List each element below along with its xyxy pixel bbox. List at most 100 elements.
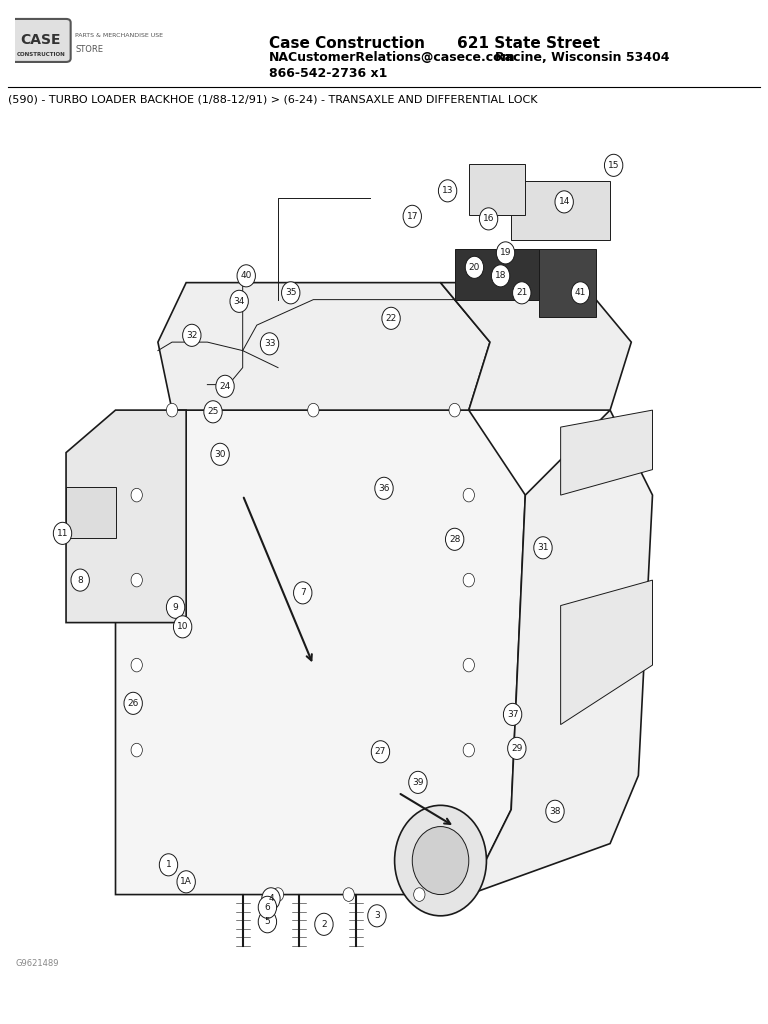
Text: Case Construction: Case Construction: [269, 36, 425, 51]
Circle shape: [53, 522, 71, 545]
Text: 15: 15: [608, 161, 619, 170]
Text: STORE: STORE: [75, 45, 103, 54]
Text: 2: 2: [321, 920, 326, 929]
Circle shape: [159, 854, 177, 876]
Circle shape: [465, 256, 484, 279]
Circle shape: [463, 573, 475, 587]
Text: 16: 16: [483, 214, 495, 223]
Circle shape: [131, 658, 142, 672]
Circle shape: [395, 805, 486, 915]
Circle shape: [546, 800, 564, 822]
Circle shape: [503, 703, 521, 725]
Text: CASE: CASE: [21, 34, 61, 47]
Text: 22: 22: [386, 313, 397, 323]
Text: 39: 39: [412, 778, 424, 786]
Text: 1A: 1A: [180, 878, 192, 887]
Circle shape: [479, 208, 498, 230]
FancyBboxPatch shape: [11, 18, 71, 61]
Circle shape: [496, 242, 515, 264]
Circle shape: [512, 282, 531, 304]
Circle shape: [571, 282, 590, 304]
Text: 36: 36: [379, 483, 389, 493]
Text: 29: 29: [511, 743, 522, 753]
Text: 38: 38: [549, 807, 561, 816]
Circle shape: [315, 913, 333, 935]
Circle shape: [273, 888, 283, 901]
Circle shape: [237, 265, 256, 287]
Polygon shape: [468, 411, 653, 895]
Circle shape: [293, 582, 312, 604]
Polygon shape: [66, 411, 186, 623]
Text: 19: 19: [500, 249, 511, 257]
Circle shape: [403, 205, 422, 227]
Circle shape: [368, 905, 386, 927]
Circle shape: [131, 488, 142, 502]
Text: 6: 6: [264, 903, 270, 911]
Text: 27: 27: [375, 748, 386, 757]
Text: 25: 25: [207, 408, 219, 417]
Text: 18: 18: [495, 271, 506, 281]
Text: 7: 7: [300, 589, 306, 597]
Text: 9: 9: [173, 603, 178, 611]
Text: 1: 1: [166, 860, 171, 869]
Text: PARTS & MERCHANDISE USE: PARTS & MERCHANDISE USE: [75, 33, 164, 38]
Circle shape: [174, 615, 192, 638]
Text: 17: 17: [406, 212, 418, 221]
Text: 37: 37: [507, 710, 518, 719]
Circle shape: [230, 290, 248, 312]
Circle shape: [604, 155, 623, 176]
Polygon shape: [561, 411, 653, 496]
Circle shape: [449, 403, 460, 417]
Text: 5: 5: [264, 918, 270, 927]
Circle shape: [167, 403, 177, 417]
Text: G9621489: G9621489: [15, 958, 59, 968]
Text: 14: 14: [558, 198, 570, 207]
Text: 26: 26: [127, 698, 139, 708]
Text: 11: 11: [57, 528, 68, 538]
Circle shape: [439, 180, 457, 202]
Circle shape: [183, 325, 201, 346]
Text: 21: 21: [516, 289, 528, 297]
Circle shape: [211, 443, 230, 465]
Polygon shape: [115, 411, 525, 895]
Text: CONSTRUCTION: CONSTRUCTION: [16, 52, 65, 57]
Text: 32: 32: [186, 331, 197, 340]
Circle shape: [258, 896, 276, 919]
Circle shape: [463, 658, 475, 672]
Text: 24: 24: [220, 382, 230, 391]
Circle shape: [445, 528, 464, 550]
Circle shape: [463, 488, 475, 502]
Polygon shape: [468, 164, 525, 215]
Text: 8: 8: [78, 575, 83, 585]
Polygon shape: [441, 283, 631, 411]
Text: 34: 34: [233, 297, 245, 306]
Circle shape: [343, 888, 354, 901]
Text: 31: 31: [538, 544, 548, 552]
Text: 41: 41: [574, 289, 586, 297]
Text: 10: 10: [177, 623, 188, 632]
Text: 621 State Street: 621 State Street: [457, 36, 600, 51]
Circle shape: [131, 743, 142, 757]
Circle shape: [308, 403, 319, 417]
Text: Racine, Wisconsin 53404: Racine, Wisconsin 53404: [495, 51, 670, 65]
Polygon shape: [539, 249, 596, 316]
Circle shape: [409, 771, 427, 794]
Polygon shape: [158, 283, 490, 411]
Circle shape: [492, 265, 510, 287]
Text: 20: 20: [468, 263, 480, 271]
Circle shape: [124, 692, 142, 715]
Circle shape: [260, 333, 279, 355]
Text: (590) - TURBO LOADER BACKHOE (1/88-12/91) > (6-24) - TRANSAXLE AND DIFFERENTIAL : (590) - TURBO LOADER BACKHOE (1/88-12/91…: [8, 94, 537, 104]
Circle shape: [412, 826, 468, 895]
Circle shape: [371, 740, 389, 763]
Circle shape: [71, 569, 89, 591]
Text: 4: 4: [268, 894, 273, 903]
Circle shape: [375, 477, 393, 500]
Circle shape: [177, 870, 195, 893]
Text: 35: 35: [285, 289, 296, 297]
Circle shape: [262, 888, 280, 910]
Text: 40: 40: [240, 271, 252, 281]
Polygon shape: [455, 249, 539, 300]
Polygon shape: [66, 486, 115, 538]
Text: 866-542-2736 x1: 866-542-2736 x1: [269, 67, 387, 80]
